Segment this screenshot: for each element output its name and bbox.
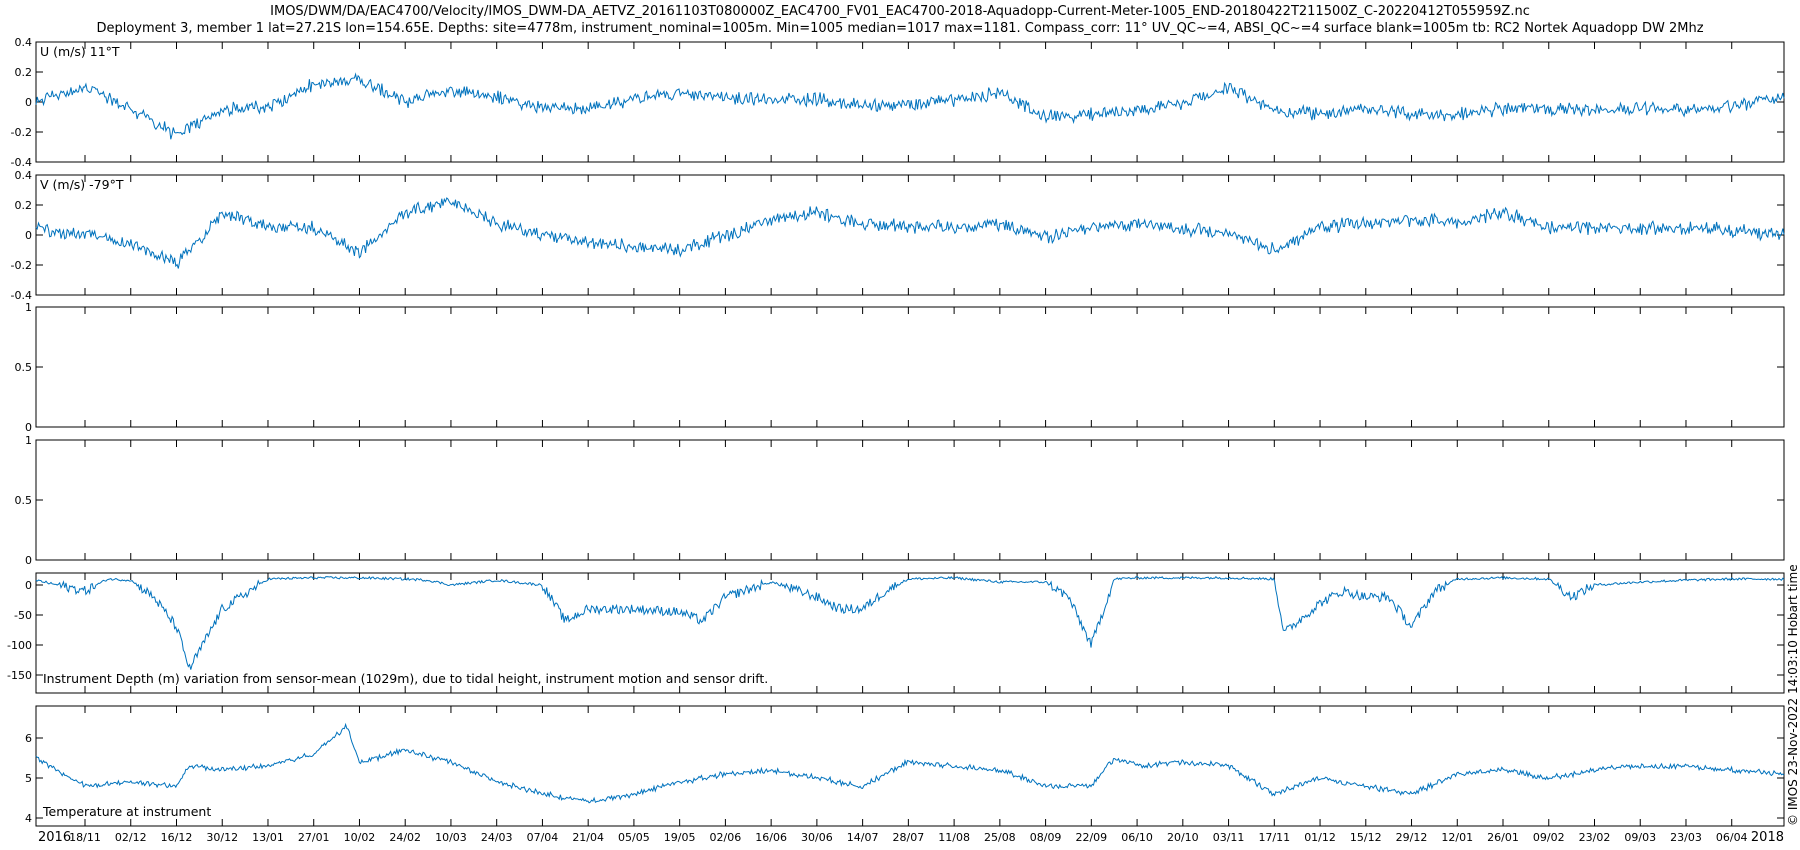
y-tick-label: 5 xyxy=(25,772,32,785)
y-tick-label: 0.2 xyxy=(15,66,33,79)
y-tick-label: 0 xyxy=(25,229,32,242)
y-tick-label: 0 xyxy=(25,579,32,592)
x-tick-label: 20/10 xyxy=(1167,831,1199,844)
y-tick-label: -100 xyxy=(7,639,32,652)
x-tick-label: 23/02 xyxy=(1579,831,1611,844)
y-tick-label: 0.4 xyxy=(15,36,33,49)
x-tick-label: 05/05 xyxy=(618,831,650,844)
series-line xyxy=(35,722,1785,804)
y-tick-label: -0.2 xyxy=(11,259,32,272)
x-tick-label: 19/05 xyxy=(664,831,696,844)
x-tick-label: 15/12 xyxy=(1350,831,1382,844)
x-tick-label: 02/06 xyxy=(710,831,742,844)
y-tick-label: 6 xyxy=(25,732,32,745)
y-tick-label: 0.2 xyxy=(15,199,33,212)
y-tick-label: 0 xyxy=(25,96,32,109)
x-tick-label: 13/01 xyxy=(252,831,284,844)
x-tick-label: 18/11 xyxy=(69,831,101,844)
subplot-1: -0.4 -0.2 0 0.2 0.4 U (m/s) 11°T xyxy=(11,36,1785,169)
x-tick-label: 24/02 xyxy=(389,831,421,844)
x-tick-label: 10/02 xyxy=(344,831,376,844)
x-tick-label: 21/04 xyxy=(572,831,604,844)
x-tick-label: 09/02 xyxy=(1533,831,1565,844)
x-tick-label: 16/06 xyxy=(755,831,787,844)
subplot-4: 00.51 xyxy=(15,434,1785,567)
subplot-3: 00.51 xyxy=(15,301,1785,434)
x-tick-label: 06/10 xyxy=(1121,831,1153,844)
copyright-credit: © IMOS 23-Nov-2022 14:03:10 Hobart time xyxy=(1786,564,1800,826)
x-tick-label: 16/12 xyxy=(161,831,193,844)
x-tick-label: 08/09 xyxy=(1030,831,1062,844)
y-tick-label: 1 xyxy=(25,434,32,447)
y-tick-label: -150 xyxy=(7,669,32,682)
x-tick-label: 14/07 xyxy=(847,831,879,844)
y-tick-label: -0.2 xyxy=(11,126,32,139)
x-tick-label: 09/03 xyxy=(1624,831,1656,844)
x-tick-label: 02/12 xyxy=(115,831,147,844)
axes-box xyxy=(35,705,1785,827)
x-tick-label: 07/04 xyxy=(527,831,559,844)
y-tick-label: -0.4 xyxy=(11,289,32,302)
y-tick-label: 1 xyxy=(25,301,32,314)
series-line xyxy=(35,197,1785,269)
x-tick-label: 25/08 xyxy=(984,831,1016,844)
x-tick-label: 11/08 xyxy=(938,831,970,844)
x-tick-label: 22/09 xyxy=(1075,831,1107,844)
x-tick-label: 06/04 xyxy=(1716,831,1748,844)
x-tick-label: 01/12 xyxy=(1304,831,1336,844)
y-tick-label: -50 xyxy=(14,609,32,622)
y-tick-label: 0.5 xyxy=(15,361,33,374)
y-tick-label: 0.4 xyxy=(15,169,33,182)
axes-box xyxy=(35,306,1785,428)
figure-title-line-1: IMOS/DWM/DA/EAC4700/Velocity/IMOS_DWM-DA… xyxy=(270,4,1530,19)
y-tick-label: 0 xyxy=(25,421,32,434)
series-line xyxy=(35,72,1785,140)
x-tick-label: 23/03 xyxy=(1670,831,1702,844)
x-tick-label: 24/03 xyxy=(481,831,513,844)
y-tick-label: 0 xyxy=(25,554,32,567)
axes-box xyxy=(35,572,1785,694)
axes-box xyxy=(35,174,1785,296)
figure-title-line-2: Deployment 3, member 1 lat=27.21S lon=15… xyxy=(96,21,1704,36)
series-line xyxy=(35,575,1785,670)
axes-box xyxy=(35,439,1785,561)
subplot-label: Instrument Depth (m) variation from sens… xyxy=(43,671,768,686)
x-year-end-label: 2018 xyxy=(1751,830,1784,845)
subplot-label: Temperature at instrument xyxy=(42,804,211,819)
x-year-start-label: 2016 xyxy=(38,830,71,845)
y-tick-label: 4 xyxy=(25,812,32,825)
subplot-5: -150 -100 -50 0 Instrument Depth (m) variati… xyxy=(7,572,1785,694)
x-tick-label: 30/06 xyxy=(801,831,833,844)
x-tick-label: 12/01 xyxy=(1441,831,1473,844)
x-tick-label: 28/07 xyxy=(893,831,925,844)
subplot-label: U (m/s) 11°T xyxy=(40,44,120,59)
x-tick-label: 10/03 xyxy=(435,831,467,844)
y-tick-label: 0.5 xyxy=(15,494,33,507)
y-tick-label: -0.4 xyxy=(11,156,32,169)
x-tick-label: 29/12 xyxy=(1396,831,1428,844)
x-tick-label: 27/01 xyxy=(298,831,330,844)
x-tick-label: 30/12 xyxy=(206,831,238,844)
x-tick-label: 17/11 xyxy=(1258,831,1290,844)
subplot-2: -0.4 -0.2 0 0.2 0.4 V (m/s) -79°T xyxy=(11,169,1785,302)
x-tick-label: 03/11 xyxy=(1213,831,1245,844)
axes-box xyxy=(35,41,1785,163)
subplot-label: V (m/s) -79°T xyxy=(40,177,124,192)
x-tick-label: 26/01 xyxy=(1487,831,1519,844)
subplot-6: 4 5 6 Temperature at instrument xyxy=(25,705,1785,827)
